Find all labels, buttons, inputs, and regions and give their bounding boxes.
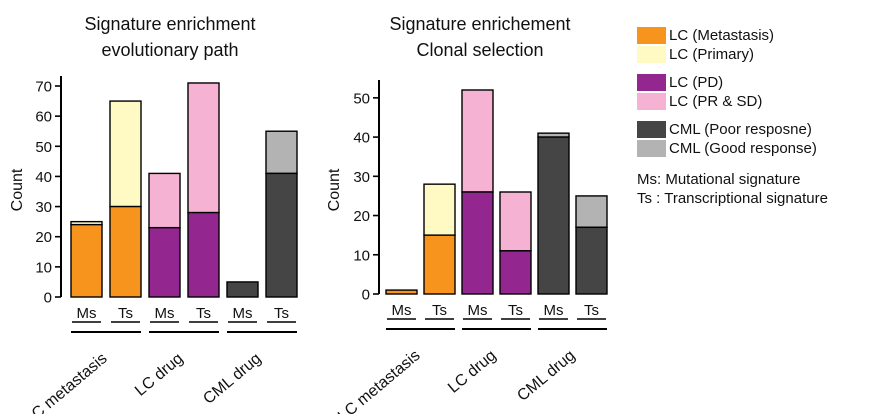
x-group-label: CML drug [200,350,264,408]
legend-label: LC (Primary) [669,46,754,63]
x-group-label: CML drug [514,347,578,405]
bar-segment-bottom [575,226,608,295]
x-category-label: Ms [233,305,253,322]
y-tick-label: 40 [35,169,52,186]
x-group-label: LC metastasis [335,347,424,414]
legend-notes: Ms: Mutational signature Ts : Transcript… [637,170,873,208]
y-axis-label: Count [326,168,343,211]
y-tick-label: 10 [35,259,52,276]
bar-segment-top [499,191,532,252]
y-tick-label: 60 [35,109,52,126]
legend-item: LC (PD) [637,73,873,92]
x-category-label: Ms [392,302,412,319]
bar-segment-bottom [109,205,142,298]
x-group-label: LC drug [132,350,187,400]
bar-segment-bottom [187,211,220,298]
y-tick-label: 30 [35,199,52,216]
legend-note-ms: Ms: Mutational signature [637,171,801,188]
legend-label: LC (Metastasis) [669,27,775,44]
y-tick-label: 50 [35,139,52,156]
legend-gap [637,64,873,73]
legend-item: LC (Primary) [637,45,873,64]
bar-segment-top [575,195,608,229]
bar-segment-bottom [148,226,181,298]
x-category-label: Ts [584,302,599,319]
x-category-label: Ts [118,305,133,322]
legend-item: CML (Good response) [637,139,873,158]
bar-segment-bottom [423,234,456,295]
legend-swatch [637,140,666,157]
chart-title-line: Clonal selection [416,40,543,60]
x-category-label: Ms [155,305,175,322]
x-category-label: Ms [544,302,564,319]
x-category-label: Ms [468,302,488,319]
x-category-label: Ms [77,305,97,322]
bar-segment-top [148,172,181,229]
bar-segment-bottom [226,281,259,298]
x-category-label: Ts [508,302,523,319]
legend-item: LC (PR & SD) [637,92,873,111]
legend-label: CML (Poor resposne) [669,121,812,138]
x-category-label: Ts [196,305,211,322]
bar-segment-top [461,89,494,193]
y-tick-label: 40 [353,130,370,147]
y-axis-label: Count [9,168,26,211]
bar-segment-bottom [499,250,532,295]
legend: LC (Metastasis) LC (Primary) LC (PD) LC (PR… [637,26,873,208]
y-tick-label: 30 [353,169,370,186]
x-category-label: Ts [432,302,447,319]
legend-swatch [637,93,666,110]
bar-segment-top [423,183,456,236]
bar-segment-bottom [70,223,103,298]
y-tick-label: 20 [35,229,52,246]
x-group-label: LC drug [445,347,500,397]
chart-title-line: Signature enrichment [84,14,255,34]
legend-items: LC (Metastasis) LC (Primary) LC (PD) LC (PR… [637,26,873,158]
y-tick-label: 70 [35,79,52,96]
bar-segment-bottom [537,136,570,295]
legend-note-ts: Ts : Transcriptional signature [637,190,828,207]
bar-segment-top [265,130,298,175]
legend-swatch [637,46,666,63]
legend-label: LC (PR & SD) [669,93,763,110]
legend-item: LC (Metastasis) [637,26,873,45]
legend-label: CML (Good response) [669,140,817,157]
chart-title-line: evolutionary path [101,40,238,60]
y-tick-label: 10 [353,247,370,264]
bar-segment-bottom [461,191,494,295]
legend-swatch [637,27,666,44]
y-tick-label: 50 [353,90,370,107]
legend-item: CML (Poor resposne) [637,120,873,139]
y-tick-label: 0 [362,287,370,304]
y-tick-label: 0 [44,290,52,307]
legend-swatch [637,121,666,138]
legend-swatch [637,74,666,91]
bar-segment-bottom [265,172,298,298]
bar-segment-bottom [385,289,418,295]
legend-gap [637,111,873,120]
bar-segment-top [109,100,142,208]
y-tick-label: 20 [353,208,370,225]
bar-segment-top [187,82,220,214]
x-group-label: LC metastasis [22,350,111,414]
legend-label: LC (PD) [669,74,724,91]
x-category-label: Ts [274,305,289,322]
chart-title-line: Signature enrichement [389,14,570,34]
